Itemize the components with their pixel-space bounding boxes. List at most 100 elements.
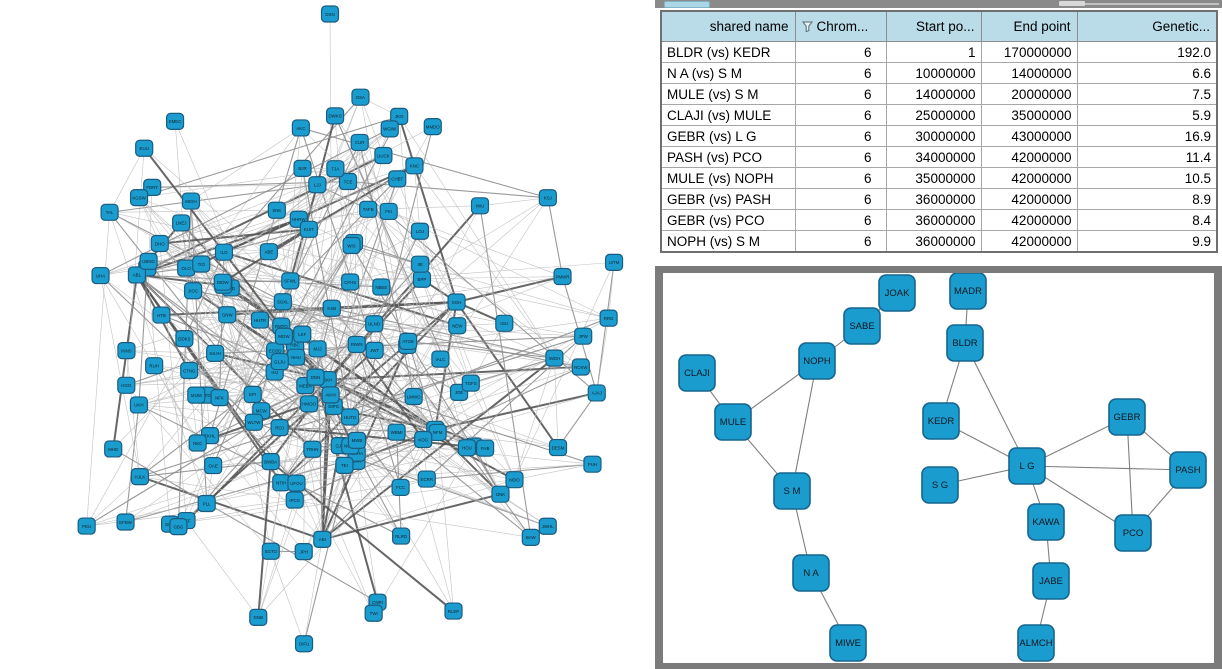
network-node[interactable]: CUR <box>350 133 369 152</box>
table-cell[interactable]: 1 <box>885 41 982 63</box>
column-header-2[interactable]: Start po... <box>885 10 982 42</box>
network-node[interactable]: ECRR <box>417 470 436 488</box>
network-node[interactable]: JPH <box>294 543 313 561</box>
small-network-canvas[interactable]: JOAK MADR SABE BLDR NOPH CLAJI KEDR GEBR MULE L G… <box>663 273 1214 663</box>
network-node[interactable]: CTNG <box>180 361 199 380</box>
node-LG[interactable]: L G <box>1008 447 1046 485</box>
network-node[interactable]: CFHS <box>341 273 360 291</box>
network-node[interactable]: BWBA <box>261 453 280 471</box>
table-cell[interactable]: 6 <box>794 62 887 84</box>
table-cell[interactable]: 43000000 <box>980 125 1078 147</box>
network-node[interactable]: RRG <box>599 309 618 327</box>
network-node[interactable]: PUH <box>583 455 602 473</box>
network-node[interactable]: TEI <box>335 456 354 474</box>
table-row[interactable]: BLDR (vs) KEDR 6 1 170000000 192.0 <box>660 41 1218 63</box>
table-row[interactable]: GEBR (vs) L G 6 30000000 43000000 16.9 <box>660 125 1218 147</box>
table-cell[interactable]: 6 <box>794 209 887 231</box>
table-cell[interactable]: 192.0 <box>1076 41 1218 63</box>
network-node[interactable]: RCKW <box>571 358 590 376</box>
network-node[interactable]: BAW <box>521 528 540 546</box>
network-node[interactable]: PLL <box>197 494 216 513</box>
network-node[interactable]: ROJ <box>270 419 289 437</box>
node-SM[interactable]: S M <box>773 472 811 510</box>
network-node[interactable]: TWI <box>364 604 383 622</box>
network-node[interactable]: GNW <box>218 306 237 324</box>
network-node[interactable]: DSA <box>351 88 370 106</box>
table-cell[interactable]: 35000000 <box>885 167 982 189</box>
table-cell[interactable]: 10000000 <box>885 62 982 84</box>
large-network-canvas[interactable]: DSNLNEJNBEEECODJIFALJJFCCPLLSEFCTNGMKHAD… <box>0 0 656 669</box>
scrollbar-thumb-secondary[interactable] <box>1059 1 1085 6</box>
network-node[interactable]: KKJH <box>206 344 225 363</box>
table-cell[interactable]: 14000000 <box>980 62 1078 84</box>
network-node[interactable]: LJJ <box>308 176 327 194</box>
network-node[interactable]: DWKS <box>326 107 345 125</box>
network-node[interactable]: NBEE <box>372 278 391 296</box>
network-node[interactable]: INNS <box>117 342 136 360</box>
network-node[interactable]: SGTO <box>261 542 280 560</box>
network-node[interactable]: DSN <box>320 5 340 23</box>
network-node[interactable]: HGO <box>117 376 136 394</box>
table-cell[interactable]: MULE (vs) NOPH <box>660 167 796 189</box>
network-node[interactable]: UUCK <box>374 146 393 165</box>
table-cell[interactable]: N A (vs) S M <box>660 62 796 84</box>
edge-LG-PASH[interactable] <box>1026 465 1189 471</box>
node-GEBR[interactable]: GEBR <box>1108 398 1146 436</box>
network-node[interactable]: LOJ <box>410 222 430 240</box>
scrollbar-track[interactable] <box>1059 3 1219 5</box>
network-node[interactable]: NFK <box>210 389 229 407</box>
table-cell[interactable]: 34000000 <box>885 146 982 168</box>
network-node[interactable]: OIFU <box>294 635 314 653</box>
network-node[interactable]: JWHL <box>538 517 557 535</box>
column-header-1[interactable]: Chrom... <box>794 10 887 42</box>
network-node[interactable]: NHU <box>286 348 306 366</box>
node-ALMCH[interactable]: ALMCH <box>1017 624 1055 662</box>
network-node[interactable]: HUTD <box>341 408 360 426</box>
network-node[interactable]: JIOC <box>183 282 203 300</box>
table-row[interactable]: GEBR (vs) PASH 6 36000000 42000000 8.9 <box>660 188 1218 210</box>
network-node[interactable]: EUU <box>135 139 154 157</box>
table-row[interactable]: MULE (vs) S M 6 14000000 20000000 7.5 <box>660 83 1218 105</box>
node-JABE[interactable]: JABE <box>1032 562 1070 600</box>
network-node[interactable]: HTB <box>152 306 171 324</box>
network-node[interactable]: MWB <box>347 431 367 449</box>
network-node[interactable]: IGU <box>495 314 514 332</box>
network-node[interactable]: TIO <box>192 255 211 273</box>
table-cell[interactable]: 5.9 <box>1076 104 1218 126</box>
node-SG[interactable]: S G <box>921 466 959 504</box>
network-node[interactable]: TAL <box>100 203 119 221</box>
table-cell[interactable]: 25000000 <box>885 104 982 126</box>
network-node[interactable]: EFBW <box>116 513 135 531</box>
table-row[interactable]: N A (vs) S M 6 10000000 14000000 6.6 <box>660 62 1218 84</box>
network-node[interactable]: HJLK <box>130 468 150 486</box>
network-node[interactable]: AJAJ <box>587 384 606 402</box>
network-node[interactable]: LWWO <box>404 387 423 406</box>
network-node[interactable]: GBG <box>169 518 188 536</box>
network-node[interactable]: ABE <box>259 243 278 261</box>
scrollbar-thumb[interactable] <box>664 1 710 8</box>
network-node[interactable]: IWDH <box>545 349 564 367</box>
node-SABE[interactable]: SABE <box>843 307 881 345</box>
table-cell[interactable]: 6 <box>794 125 887 147</box>
network-node[interactable]: MOO <box>505 471 524 489</box>
network-node[interactable]: LNEJ <box>172 214 191 232</box>
network-node[interactable]: TGFS <box>461 374 480 392</box>
network-node[interactable]: UITM <box>604 253 624 271</box>
network-node[interactable]: PMWR <box>553 267 572 286</box>
network-node[interactable]: WLTW <box>244 413 263 431</box>
node-BLDR[interactable]: BLDR <box>946 324 984 362</box>
network-node[interactable]: FHB <box>476 439 495 457</box>
table-cell[interactable]: GEBR (vs) PASH <box>660 188 796 210</box>
node-PCO[interactable]: PCO <box>1114 514 1152 552</box>
network-node[interactable]: SFWL <box>281 272 300 290</box>
network-node[interactable]: WBMI <box>387 423 406 441</box>
column-header-4[interactable]: Genetic... <box>1076 10 1218 42</box>
table-cell[interactable]: 9.9 <box>1076 230 1218 253</box>
table-cell[interactable]: GEBR (vs) L G <box>660 125 796 147</box>
network-node[interactable]: DNN <box>306 368 325 386</box>
network-node[interactable]: JWT <box>365 341 384 359</box>
network-node[interactable]: KUIT <box>299 220 318 238</box>
network-node[interactable]: AKHI <box>321 386 340 404</box>
network-node[interactable]: IPCG <box>285 491 304 509</box>
table-cell[interactable]: 170000000 <box>980 41 1078 63</box>
